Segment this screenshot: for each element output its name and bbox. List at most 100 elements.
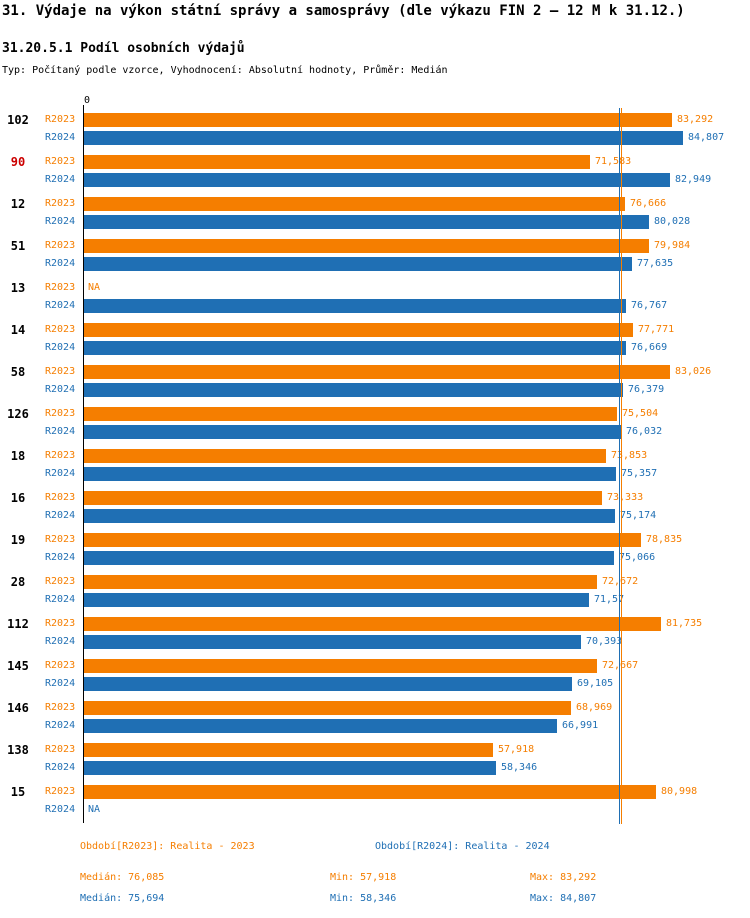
value-label-r2023: 80,998 [661, 786, 698, 797]
bar-r2023 [84, 743, 493, 757]
bar-r2023 [84, 785, 656, 799]
value-label-r2024: 75,174 [620, 510, 657, 521]
series-label-r2023: R2023 [45, 114, 76, 125]
value-label-r2023: 78,835 [646, 534, 683, 545]
y-axis-line [83, 105, 84, 823]
value-label-r2023: 75,504 [622, 408, 659, 419]
series-label-r2023: R2023 [45, 324, 76, 335]
bar-r2023 [84, 239, 649, 253]
series-label-r2024: R2024 [45, 174, 76, 185]
stat-max-r2024: Max: 84,807 [530, 893, 597, 904]
chart-type-line: Typ: Počítaný podle vzorce, Vyhodnocení:… [2, 65, 448, 76]
series-label-r2023: R2023 [45, 534, 76, 545]
median-line-r2024 [619, 108, 620, 824]
series-label-r2024: R2024 [45, 468, 76, 479]
category-label: 19 [10, 533, 26, 547]
series-label-r2024: R2024 [45, 552, 76, 563]
bar-r2024 [84, 173, 670, 187]
chart-row-14: 14 R2023 77,771 R2024 76,669 [0, 320, 750, 362]
value-label-r2023: 79,984 [654, 240, 691, 251]
stat-min-r2024: Min: 58,346 [330, 893, 397, 904]
series-label-r2023: R2023 [45, 786, 76, 797]
value-label-r2024: 69,105 [577, 678, 614, 689]
bar-r2024 [84, 383, 623, 397]
bar-r2024 [84, 257, 632, 271]
chart-row-15: 15 R2023 80,998 R2024 NA [0, 782, 750, 824]
stat-median-r2024: Medián: 75,694 [80, 893, 165, 904]
value-label-r2024: 58,346 [501, 762, 538, 773]
chart-row-145: 145 R2023 72,667 R2024 69,105 [0, 656, 750, 698]
value-label-r2024: 76,032 [626, 426, 663, 437]
series-label-r2024: R2024 [45, 762, 76, 773]
category-label: 145 [7, 659, 29, 673]
series-label-r2023: R2023 [45, 408, 76, 419]
value-label-r2024: 84,807 [688, 132, 725, 143]
bar-r2023 [84, 365, 670, 379]
legend-period-r2023: Období[R2023]: Realita - 2023 [80, 841, 255, 852]
series-label-r2024: R2024 [45, 594, 76, 605]
stat-max-r2023: Max: 83,292 [530, 872, 597, 883]
category-label: 138 [7, 743, 29, 757]
value-label-r2023: 73,853 [611, 450, 648, 461]
category-label: 18 [10, 449, 26, 463]
chart-row-126: 126 R2023 75,504 R2024 76,032 [0, 404, 750, 446]
series-label-r2024: R2024 [45, 426, 76, 437]
series-label-r2024: R2024 [45, 678, 76, 689]
page-title: 31. Výdaje na výkon státní správy a samo… [2, 3, 685, 19]
category-label: 13 [10, 281, 26, 295]
series-label-r2023: R2023 [45, 366, 76, 377]
value-label-r2024: 82,949 [675, 174, 712, 185]
legend-period-r2024: Období[R2024]: Realita - 2024 [375, 841, 550, 852]
bar-r2023 [84, 197, 625, 211]
category-label: 126 [7, 407, 29, 421]
chart-row-146: 146 R2023 68,969 R2024 66,991 [0, 698, 750, 740]
value-label-r2024: 80,028 [654, 216, 691, 227]
value-label-r2023: 73,333 [607, 492, 644, 503]
series-label-r2023: R2023 [45, 156, 76, 167]
value-label-r2024: 66,991 [562, 720, 599, 731]
chart-row-51: 51 R2023 79,984 R2024 77,635 [0, 236, 750, 278]
na-value-label: NA [88, 804, 101, 815]
bar-r2024 [84, 131, 683, 145]
series-label-r2023: R2023 [45, 576, 76, 587]
value-label-r2024: 75,066 [619, 552, 656, 563]
value-label-r2023: 76,666 [630, 198, 667, 209]
na-value-label: NA [88, 282, 101, 293]
bar-r2024 [84, 509, 615, 523]
value-label-r2023: 68,969 [576, 702, 613, 713]
category-label: 90 [10, 155, 26, 169]
series-label-r2023: R2023 [45, 702, 76, 713]
value-label-r2023: 72,672 [602, 575, 638, 589]
bar-r2024 [84, 677, 572, 691]
category-label: 12 [10, 197, 26, 211]
series-label-r2023: R2023 [45, 618, 76, 629]
chart-row-18: 18 R2023 73,853 R2024 75,357 [0, 446, 750, 488]
series-label-r2024: R2024 [45, 342, 76, 353]
chart-row-58: 58 R2023 83,026 R2024 76,379 [0, 362, 750, 404]
series-label-r2024: R2024 [45, 258, 76, 269]
bar-r2023 [84, 491, 602, 505]
value-label-r2023: 83,292 [677, 114, 714, 125]
bar-r2024 [84, 467, 616, 481]
bar-r2023 [84, 407, 617, 421]
series-label-r2023: R2023 [45, 450, 76, 461]
series-label-r2024: R2024 [45, 510, 76, 521]
bar-r2023 [84, 575, 597, 589]
value-label-r2024: 77,635 [637, 258, 674, 269]
value-label-r2023: 77,771 [638, 324, 675, 335]
category-label: 15 [10, 785, 26, 799]
bar-r2023 [84, 155, 590, 169]
series-label-r2023: R2023 [45, 492, 76, 503]
stat-median-r2023: Medián: 76,085 [80, 872, 165, 883]
series-label-r2024: R2024 [45, 216, 76, 227]
value-label-r2023: 83,026 [675, 366, 712, 377]
bar-r2023 [84, 323, 633, 337]
category-label: 112 [7, 617, 29, 631]
bar-r2024 [84, 551, 614, 565]
value-label-r2024: 71,57 [594, 594, 625, 605]
chart-row-13: 13 R2023 NA R2024 76,767 [0, 278, 750, 320]
series-label-r2024: R2024 [45, 132, 76, 143]
series-label-r2024: R2024 [45, 300, 76, 311]
x-axis-origin-label: 0 [84, 95, 91, 106]
bar-r2023 [84, 617, 661, 631]
